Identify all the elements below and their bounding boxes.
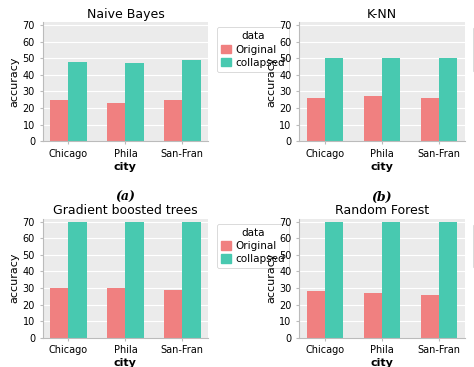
Bar	[107, 288, 126, 338]
Bar	[107, 103, 126, 141]
Legend: Original, collapsed: Original, collapsed	[217, 224, 289, 268]
Title: K-NN: K-NN	[367, 8, 397, 21]
Bar	[382, 222, 400, 338]
Bar	[164, 290, 182, 338]
Bar	[182, 60, 201, 141]
Legend: Original, collapsed: Original, collapsed	[217, 27, 289, 72]
Bar	[126, 222, 144, 338]
Bar	[325, 222, 343, 338]
Bar	[364, 293, 382, 338]
Bar	[325, 58, 343, 141]
Bar	[68, 62, 87, 141]
Bar	[126, 63, 144, 141]
Bar	[382, 58, 400, 141]
Y-axis label: accuracy: accuracy	[266, 253, 276, 304]
Bar	[164, 100, 182, 141]
Legend: Original, collapsed: Original, collapsed	[473, 224, 474, 268]
Bar	[439, 222, 457, 338]
X-axis label: city: city	[114, 358, 137, 367]
Y-axis label: accuracy: accuracy	[266, 56, 276, 107]
Bar	[307, 291, 325, 338]
Bar	[420, 98, 439, 141]
Bar	[307, 98, 325, 141]
Title: Naive Bayes: Naive Bayes	[86, 8, 164, 21]
Bar	[439, 58, 457, 141]
Title: Gradient boosted trees: Gradient boosted trees	[53, 204, 198, 217]
Y-axis label: accuracy: accuracy	[10, 56, 20, 107]
Bar	[68, 222, 87, 338]
Bar	[182, 222, 201, 338]
Legend: Original, collapsed: Original, collapsed	[473, 27, 474, 72]
Text: (b): (b)	[372, 191, 392, 204]
X-axis label: city: city	[370, 161, 393, 171]
Bar	[420, 295, 439, 338]
X-axis label: city: city	[114, 161, 137, 171]
Bar	[50, 288, 68, 338]
X-axis label: city: city	[370, 358, 393, 367]
Title: Random Forest: Random Forest	[335, 204, 429, 217]
Y-axis label: accuracy: accuracy	[10, 253, 20, 304]
Bar	[50, 100, 68, 141]
Bar	[364, 97, 382, 141]
Text: (a): (a)	[116, 191, 135, 204]
